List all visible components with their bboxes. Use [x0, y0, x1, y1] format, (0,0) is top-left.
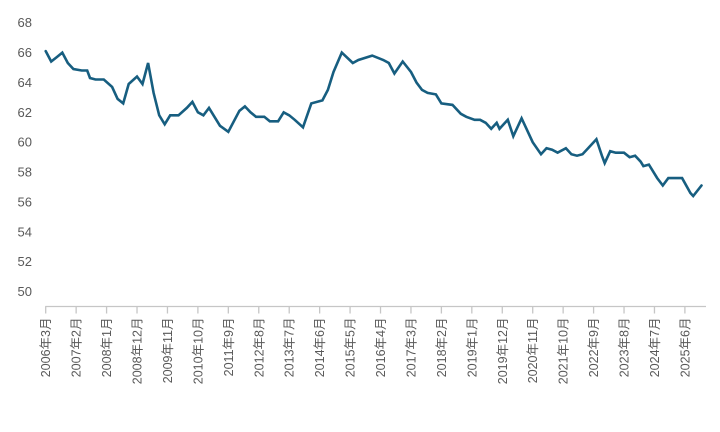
x-axis-tick-label: 2013年7月 [283, 318, 297, 378]
x-axis-tick-label: 2014年6月 [313, 318, 327, 378]
x-axis-tick-label: 2009年11月 [161, 318, 175, 384]
x-axis-tick-label: 2019年12月 [496, 318, 510, 385]
x-axis-tick-label: 2008年1月 [100, 318, 114, 378]
x-axis-tick-label: 2023年8月 [618, 318, 632, 378]
x-axis-tick-label: 2011年9月 [222, 318, 236, 377]
x-axis-tick-label: 2007年2月 [70, 318, 84, 378]
x-axis-tick-label: 2025年6月 [678, 318, 692, 378]
y-axis-tick-label: 58 [18, 165, 32, 180]
x-axis-tick-label: 2019年1月 [465, 318, 479, 378]
x-axis-tick-label: 2017年3月 [404, 318, 418, 378]
x-axis-tick-label: 2010年10月 [191, 318, 205, 385]
y-axis-tick-label: 64 [18, 75, 32, 90]
x-axis-tick-label: 2021年10月 [557, 318, 571, 385]
y-axis-tick-label: 66 [18, 45, 32, 60]
x-axis-tick-label: 2016年4月 [374, 318, 388, 378]
x-axis-tick-label: 2006年3月 [39, 318, 53, 378]
y-axis-tick-label: 60 [18, 135, 32, 150]
x-axis-tick-label: 2024年7月 [648, 318, 662, 378]
y-axis-tick-label: 52 [18, 254, 32, 269]
y-axis-tick-label: 62 [18, 105, 32, 120]
y-axis-tick-label: 50 [18, 284, 32, 299]
x-axis-tick-label: 2012年8月 [252, 318, 266, 378]
data-line-series-1 [44, 49, 703, 198]
x-axis-tick-label: 2008年12月 [131, 318, 145, 385]
y-axis-tick-label: 56 [18, 194, 32, 209]
x-axis-tick-label: 2020年11月 [526, 318, 540, 384]
y-axis-tick-label: 68 [18, 15, 32, 30]
x-axis-tick-label: 2015年5月 [344, 318, 358, 378]
x-axis-tick-label: 2018年2月 [435, 318, 449, 378]
y-axis-tick-label: 54 [18, 224, 32, 239]
x-axis-tick-label: 2022年9月 [587, 318, 601, 378]
